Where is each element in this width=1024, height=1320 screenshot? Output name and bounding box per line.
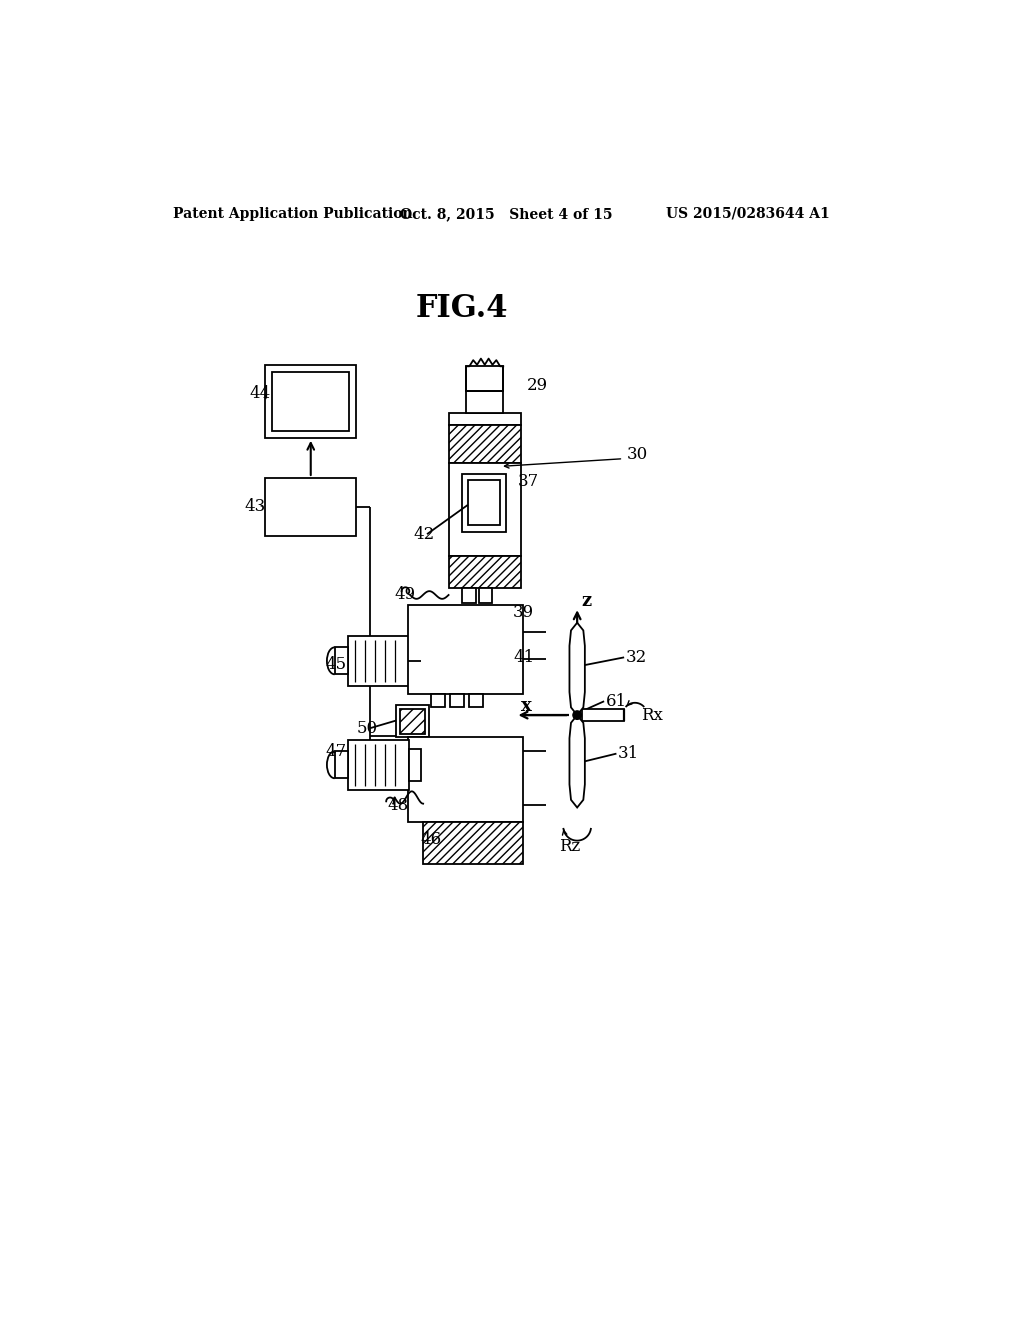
Text: Rx: Rx (641, 706, 663, 723)
Text: 44: 44 (250, 384, 271, 401)
Polygon shape (569, 715, 585, 808)
Bar (466, 391, 503, 412)
Text: 61: 61 (605, 693, 627, 710)
Text: 50: 50 (356, 719, 377, 737)
Bar (423, 822, 523, 865)
Bar (466, 367, 503, 391)
Bar (396, 705, 429, 738)
Bar (462, 589, 475, 603)
Text: 39: 39 (513, 605, 535, 622)
Polygon shape (569, 623, 585, 715)
Text: z: z (581, 593, 591, 610)
Bar (582, 709, 625, 721)
Bar (348, 739, 409, 789)
Bar (449, 463, 521, 556)
Text: 47: 47 (326, 743, 346, 760)
Bar (408, 605, 523, 693)
Bar (348, 636, 409, 686)
Text: 32: 32 (626, 649, 647, 665)
Bar (431, 693, 444, 708)
Text: Oct. 8, 2015   Sheet 4 of 15: Oct. 8, 2015 Sheet 4 of 15 (400, 207, 612, 220)
Text: 43: 43 (245, 498, 266, 515)
Text: 41: 41 (513, 649, 535, 665)
Text: x: x (521, 697, 531, 715)
Text: US 2015/0283644 A1: US 2015/0283644 A1 (666, 207, 829, 220)
Bar (449, 425, 521, 463)
Bar (451, 693, 464, 708)
Circle shape (572, 711, 582, 719)
Bar (400, 709, 425, 734)
Text: 45: 45 (326, 656, 346, 673)
Text: FIG.4: FIG.4 (416, 293, 508, 323)
Bar (272, 372, 349, 430)
Text: 31: 31 (617, 744, 639, 762)
Bar (469, 693, 483, 708)
Bar (478, 589, 493, 603)
Bar (449, 412, 521, 425)
Text: 37: 37 (518, 474, 539, 490)
Text: 48: 48 (387, 797, 409, 813)
Bar (265, 478, 356, 536)
Text: 30: 30 (628, 446, 648, 463)
Bar (462, 474, 506, 532)
Text: 46: 46 (421, 832, 442, 849)
Text: 29: 29 (527, 378, 548, 395)
Text: 42: 42 (413, 525, 434, 543)
Bar (265, 364, 356, 438)
Bar (335, 751, 348, 779)
Bar (335, 647, 348, 675)
Bar (409, 645, 421, 677)
Bar (468, 480, 500, 525)
Bar (409, 748, 421, 780)
Text: Rz: Rz (559, 837, 580, 854)
Text: Patent Application Publication: Patent Application Publication (173, 207, 413, 220)
Bar (408, 738, 523, 822)
Text: 49: 49 (394, 586, 416, 603)
Bar (449, 556, 521, 589)
